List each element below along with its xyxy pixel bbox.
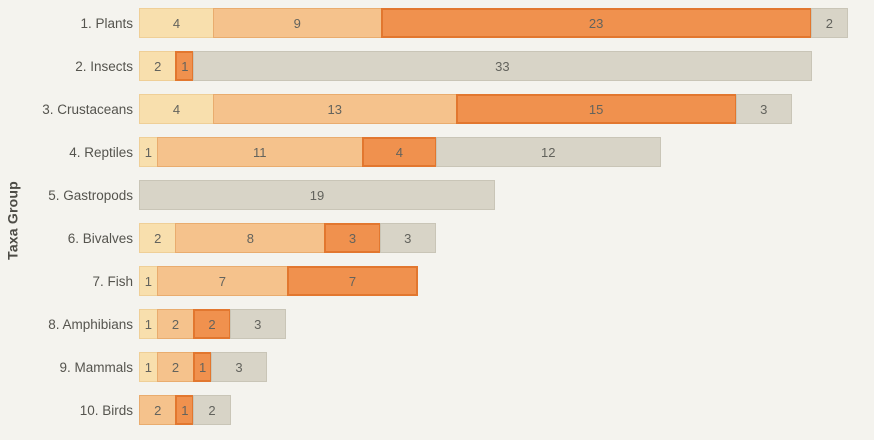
chart-row: 5. Gastropods 19 [0, 180, 874, 210]
bar-segment-cream[interactable]: 4 [139, 94, 214, 124]
category-label: 2. Insects [75, 58, 133, 74]
bar-segment-light-orange[interactable]: 2 [156, 309, 195, 339]
bar-segment-cream[interactable]: 1 [139, 137, 158, 167]
chart-row: 7. Fish 1 7 7 [0, 266, 874, 296]
bar-segment-light-orange[interactable]: 2 [139, 395, 177, 425]
bar-segment-cream[interactable]: 1 [139, 309, 158, 339]
chart-row: 1. Plants 4 9 23 2 [0, 8, 874, 38]
category-label: 1. Plants [80, 15, 133, 31]
stacked-bar: 4 13 15 3 [139, 94, 792, 124]
stacked-bar: 4 9 23 2 [139, 8, 849, 38]
category-label: 8. Amphibians [48, 316, 133, 332]
bar-segment-cream[interactable]: 4 [139, 8, 214, 38]
bar-segment-light-orange[interactable]: 13 [212, 94, 457, 124]
bar-segment-gray[interactable]: 2 [810, 8, 849, 38]
bar-segment-dark-orange[interactable]: 1 [193, 352, 212, 382]
bar-segment-light-orange[interactable]: 2 [156, 352, 195, 382]
bar-segment-cream[interactable]: 1 [139, 266, 158, 296]
bar-segment-light-orange[interactable]: 11 [156, 137, 363, 167]
chart-row: 3. Crustaceans 4 13 15 3 [0, 94, 874, 124]
stacked-bar: 1 11 4 12 [139, 137, 661, 167]
bar-segment-dark-orange[interactable]: 4 [361, 137, 437, 167]
chart-row: 4. Reptiles 1 11 4 12 [0, 137, 874, 167]
bar-segment-gray[interactable]: 3 [229, 309, 286, 339]
bar-segment-cream[interactable]: 2 [139, 51, 177, 81]
bar-segment-light-orange[interactable]: 9 [212, 8, 382, 38]
bar-segment-dark-orange[interactable]: 15 [455, 94, 737, 124]
bar-segment-cream[interactable]: 2 [139, 223, 177, 253]
bar-segment-light-orange[interactable]: 8 [175, 223, 326, 253]
stacked-bar: 19 [139, 180, 496, 210]
chart-rows: 1. Plants 4 9 23 2 2. Insects 2 1 33 3. Crustacea… [0, 8, 874, 425]
bar-segment-gray[interactable]: 3 [735, 94, 792, 124]
stacked-bar: 2 1 33 [139, 51, 812, 81]
chart-row: 9. Mammals 1 2 1 3 [0, 352, 874, 382]
bar-segment-dark-orange[interactable]: 7 [286, 266, 419, 296]
bar-segment-gray[interactable]: 33 [193, 51, 812, 81]
chart-row: 10. Birds 2 1 2 [0, 395, 874, 425]
category-label: 6. Bivalves [67, 230, 133, 246]
bar-segment-dark-orange[interactable]: 1 [175, 395, 195, 425]
bar-segment-gray[interactable]: 3 [379, 223, 436, 253]
bar-segment-gray[interactable]: 3 [210, 352, 268, 382]
category-label: 7. Fish [92, 273, 133, 289]
category-label: 4. Reptiles [69, 144, 133, 160]
bar-segment-dark-orange[interactable]: 23 [380, 8, 812, 38]
chart-row: 2. Insects 2 1 33 [0, 51, 874, 81]
bar-segment-gray[interactable]: 19 [139, 180, 496, 210]
category-label: 9. Mammals [59, 359, 133, 375]
bar-segment-gray[interactable]: 2 [193, 395, 231, 425]
bar-segment-dark-orange[interactable]: 2 [193, 309, 231, 339]
bar-segment-dark-orange[interactable]: 1 [175, 51, 195, 81]
bar-segment-gray[interactable]: 12 [435, 137, 661, 167]
bar-segment-light-orange[interactable]: 7 [156, 266, 288, 296]
category-label: 10. Birds [79, 402, 133, 418]
chart-row: 6. Bivalves 2 8 3 3 [0, 223, 874, 253]
category-label: 5. Gastropods [48, 187, 133, 203]
chart-row: 8. Amphibians 1 2 2 3 [0, 309, 874, 339]
category-label: 3. Crustaceans [42, 101, 133, 117]
bar-segment-cream[interactable]: 1 [139, 352, 158, 382]
bar-segment-dark-orange[interactable]: 3 [324, 223, 381, 253]
